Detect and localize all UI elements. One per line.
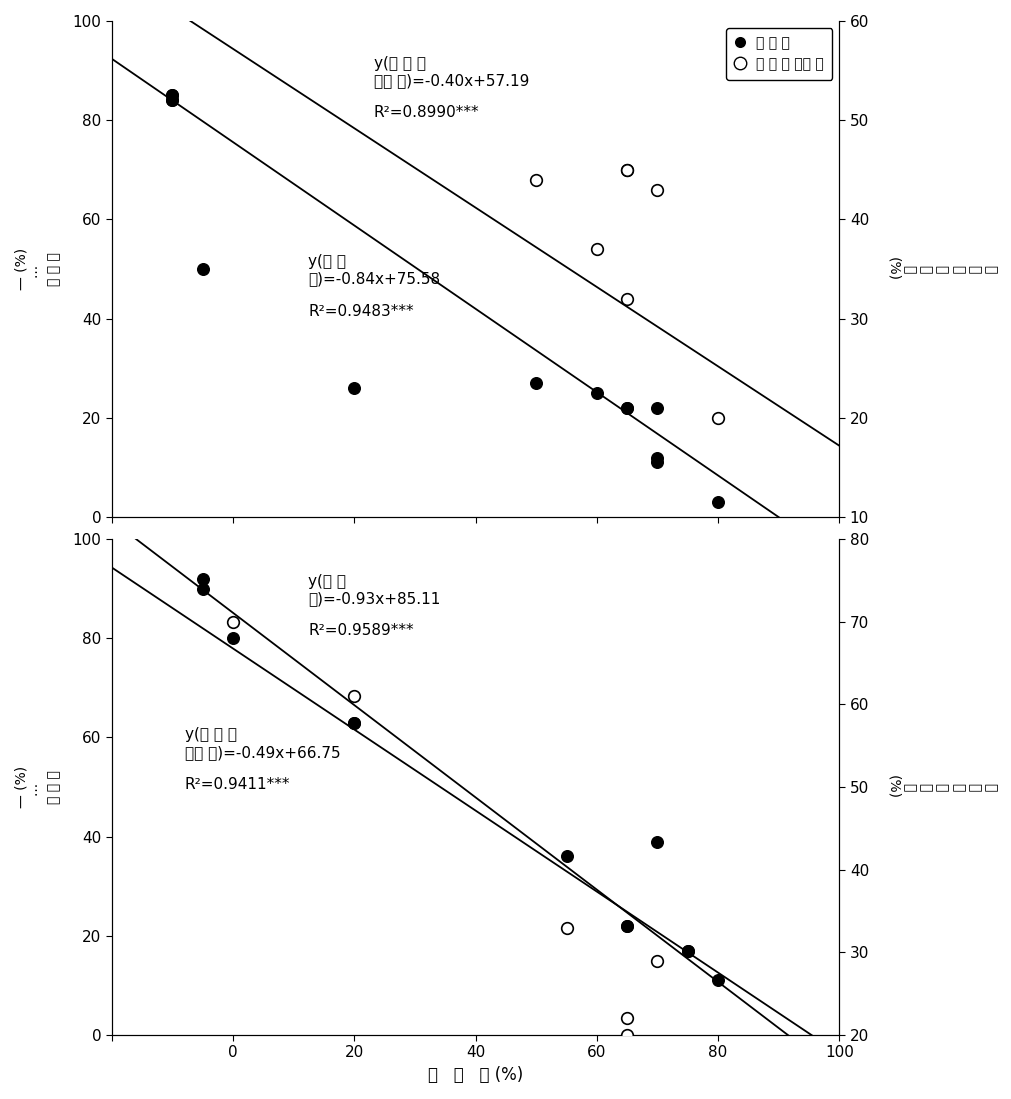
Point [649, 952, 665, 969]
Point [224, 613, 241, 631]
Point [164, 91, 180, 109]
Point [679, 942, 696, 959]
Point [528, 375, 544, 392]
Text: y(전 애 전
누통 률)=-0.49x+66.75: y(전 애 전 누통 률)=-0.49x+66.75 [184, 728, 340, 759]
Point [710, 972, 726, 989]
Point [164, 87, 180, 104]
Point [619, 162, 635, 179]
Y-axis label: — (%)
··· 
발 아 률: — (%) ··· 발 아 률 [15, 766, 62, 808]
Text: R²=0.9589***: R²=0.9589*** [308, 623, 413, 639]
Point [619, 162, 635, 179]
Point [194, 570, 210, 588]
Point [528, 171, 544, 189]
Text: R²=0.8990***: R²=0.8990*** [373, 106, 479, 120]
Text: R²=0.9483***: R²=0.9483*** [308, 303, 413, 319]
Point [649, 181, 665, 199]
Point [679, 1051, 696, 1068]
Point [588, 241, 605, 258]
Point [346, 713, 362, 731]
Point [649, 833, 665, 851]
Point [346, 713, 362, 731]
Y-axis label: 전
해
질
누
출
률
(%): 전 해 질 누 출 률 (%) [885, 775, 996, 799]
Point [710, 409, 726, 426]
Point [679, 942, 696, 959]
Point [194, 260, 210, 278]
Point [194, 473, 210, 490]
Y-axis label: 전
해
질
누
출
률
(%): 전 해 질 누 출 률 (%) [885, 257, 996, 281]
Text: R²=0.9411***: R²=0.9411*** [184, 777, 290, 792]
Point [619, 917, 635, 934]
Point [164, 87, 180, 104]
Text: y(을 애
률)=-0.93x+85.11: y(을 애 률)=-0.93x+85.11 [308, 574, 440, 607]
Text: y(전 애 전
누통 률)=-0.40x+57.19: y(전 애 전 누통 률)=-0.40x+57.19 [373, 56, 529, 88]
Point [710, 493, 726, 511]
Point [346, 687, 362, 704]
Y-axis label: — (%)
··· 
발 아 률: — (%) ··· 발 아 률 [15, 248, 62, 290]
Point [588, 385, 605, 402]
Point [649, 448, 665, 466]
Point [619, 917, 635, 934]
Point [619, 1026, 635, 1044]
Point [346, 379, 362, 397]
Text: y(을 애
률)=-0.84x+75.58: y(을 애 률)=-0.84x+75.58 [308, 254, 440, 287]
Point [649, 454, 665, 471]
Point [164, 91, 180, 109]
Point [649, 399, 665, 417]
Point [619, 399, 635, 417]
Legend: 을 애 률, 전 애 전 누통 률: 을 애 률, 전 애 전 누통 률 [725, 27, 832, 79]
Point [679, 1059, 696, 1077]
Point [558, 847, 574, 865]
Point [619, 399, 635, 417]
Point [224, 630, 241, 647]
Point [619, 1010, 635, 1028]
Point [194, 580, 210, 598]
X-axis label: 동   해   률 (%): 동 해 률 (%) [428, 1066, 523, 1084]
Point [619, 290, 635, 308]
Point [710, 1059, 726, 1077]
Point [194, 489, 210, 507]
Point [558, 919, 574, 936]
